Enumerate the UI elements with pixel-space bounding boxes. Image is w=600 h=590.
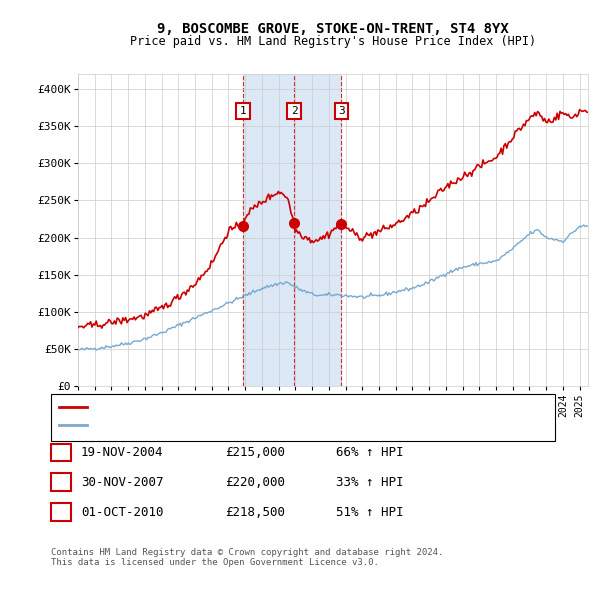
Bar xyxy=(294,74,341,386)
Text: 3: 3 xyxy=(338,106,345,116)
Bar xyxy=(243,74,294,386)
Text: 1: 1 xyxy=(57,446,65,459)
Text: 3: 3 xyxy=(57,506,65,519)
Text: 9, BOSCOMBE GROVE, STOKE-ON-TRENT, ST4 8YX: 9, BOSCOMBE GROVE, STOKE-ON-TRENT, ST4 8… xyxy=(157,22,509,36)
Text: Contains HM Land Registry data © Crown copyright and database right 2024.
This d: Contains HM Land Registry data © Crown c… xyxy=(51,548,443,567)
Text: 01-OCT-2010: 01-OCT-2010 xyxy=(81,506,163,519)
Text: 9, BOSCOMBE GROVE, STOKE-ON-TRENT, ST4 8YX (detached house): 9, BOSCOMBE GROVE, STOKE-ON-TRENT, ST4 8… xyxy=(92,402,461,412)
Text: 1: 1 xyxy=(240,106,247,116)
Text: 30-NOV-2007: 30-NOV-2007 xyxy=(81,476,163,489)
Text: £220,000: £220,000 xyxy=(225,476,285,489)
Text: £218,500: £218,500 xyxy=(225,506,285,519)
Text: 66% ↑ HPI: 66% ↑ HPI xyxy=(336,446,404,459)
Text: 33% ↑ HPI: 33% ↑ HPI xyxy=(336,476,404,489)
Text: 2: 2 xyxy=(290,106,298,116)
Text: HPI: Average price, detached house, Stoke-on-Trent: HPI: Average price, detached house, Stok… xyxy=(92,420,404,430)
Text: £215,000: £215,000 xyxy=(225,446,285,459)
Text: 2: 2 xyxy=(57,476,65,489)
Text: 19-NOV-2004: 19-NOV-2004 xyxy=(81,446,163,459)
Text: 51% ↑ HPI: 51% ↑ HPI xyxy=(336,506,404,519)
Text: Price paid vs. HM Land Registry's House Price Index (HPI): Price paid vs. HM Land Registry's House … xyxy=(130,35,536,48)
